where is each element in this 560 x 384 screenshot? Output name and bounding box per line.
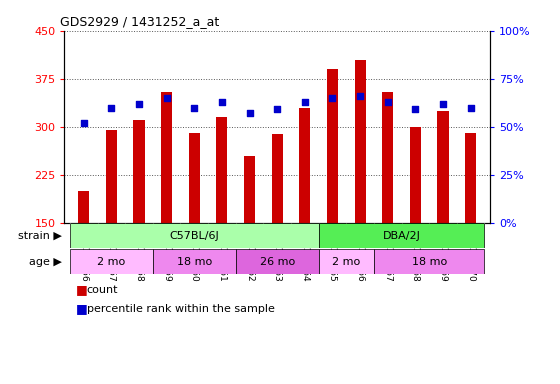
Bar [374,249,484,274]
Bar [244,156,255,223]
Text: 2 mo: 2 mo [332,257,361,267]
Point [273,106,282,113]
Text: ■: ■ [76,283,87,296]
Bar [327,69,338,223]
Text: GSM152264: GSM152264 [300,227,309,281]
Text: GSM152259: GSM152259 [162,227,171,281]
Point [328,95,337,101]
Bar [319,249,374,274]
Point [162,95,171,101]
Point [411,106,420,113]
Text: C57BL/6J: C57BL/6J [170,231,219,241]
Point [356,93,365,99]
Bar [70,223,319,248]
Bar [70,249,153,274]
Bar [153,249,236,274]
Text: GSM152269: GSM152269 [438,227,447,281]
Text: 18 mo: 18 mo [412,257,447,267]
Point [107,104,116,111]
Text: GSM152265: GSM152265 [328,227,337,281]
Point [80,120,88,126]
Text: GSM152257: GSM152257 [107,227,116,281]
Point [134,101,143,107]
Bar [272,134,283,223]
Text: 26 mo: 26 mo [260,257,295,267]
Bar [78,191,89,223]
Point [300,99,309,105]
Point [438,101,447,107]
Bar [299,108,310,223]
Text: 2 mo: 2 mo [97,257,125,267]
Bar [319,223,484,248]
Bar [189,133,200,223]
Text: percentile rank within the sample: percentile rank within the sample [87,304,274,314]
Bar [161,91,172,223]
Text: GSM152270: GSM152270 [466,227,475,281]
Point [466,104,475,111]
Text: count: count [87,285,118,295]
Point [217,99,226,105]
Text: strain ▶: strain ▶ [18,231,62,241]
Text: GSM152263: GSM152263 [273,227,282,281]
Text: ■: ■ [76,302,87,315]
Text: age ▶: age ▶ [29,257,62,267]
Bar [382,91,393,223]
Bar [236,249,319,274]
Bar [410,127,421,223]
Text: GSM152258: GSM152258 [134,227,143,281]
Text: GDS2929 / 1431252_a_at: GDS2929 / 1431252_a_at [60,15,220,28]
Text: 18 mo: 18 mo [176,257,212,267]
Text: GSM152261: GSM152261 [217,227,226,281]
Text: GSM152256: GSM152256 [80,227,88,281]
Text: GSM152260: GSM152260 [190,227,199,281]
Text: DBA/2J: DBA/2J [382,231,421,241]
Text: GSM152262: GSM152262 [245,227,254,281]
Text: GSM152268: GSM152268 [411,227,420,281]
Point [245,110,254,116]
Bar [437,111,449,223]
Point [383,99,392,105]
Text: GSM152267: GSM152267 [383,227,392,281]
Bar [354,60,366,223]
Bar [106,130,117,223]
Point [190,104,199,111]
Bar [465,133,476,223]
Text: GSM152266: GSM152266 [356,227,365,281]
Bar [133,120,144,223]
Bar [216,117,227,223]
